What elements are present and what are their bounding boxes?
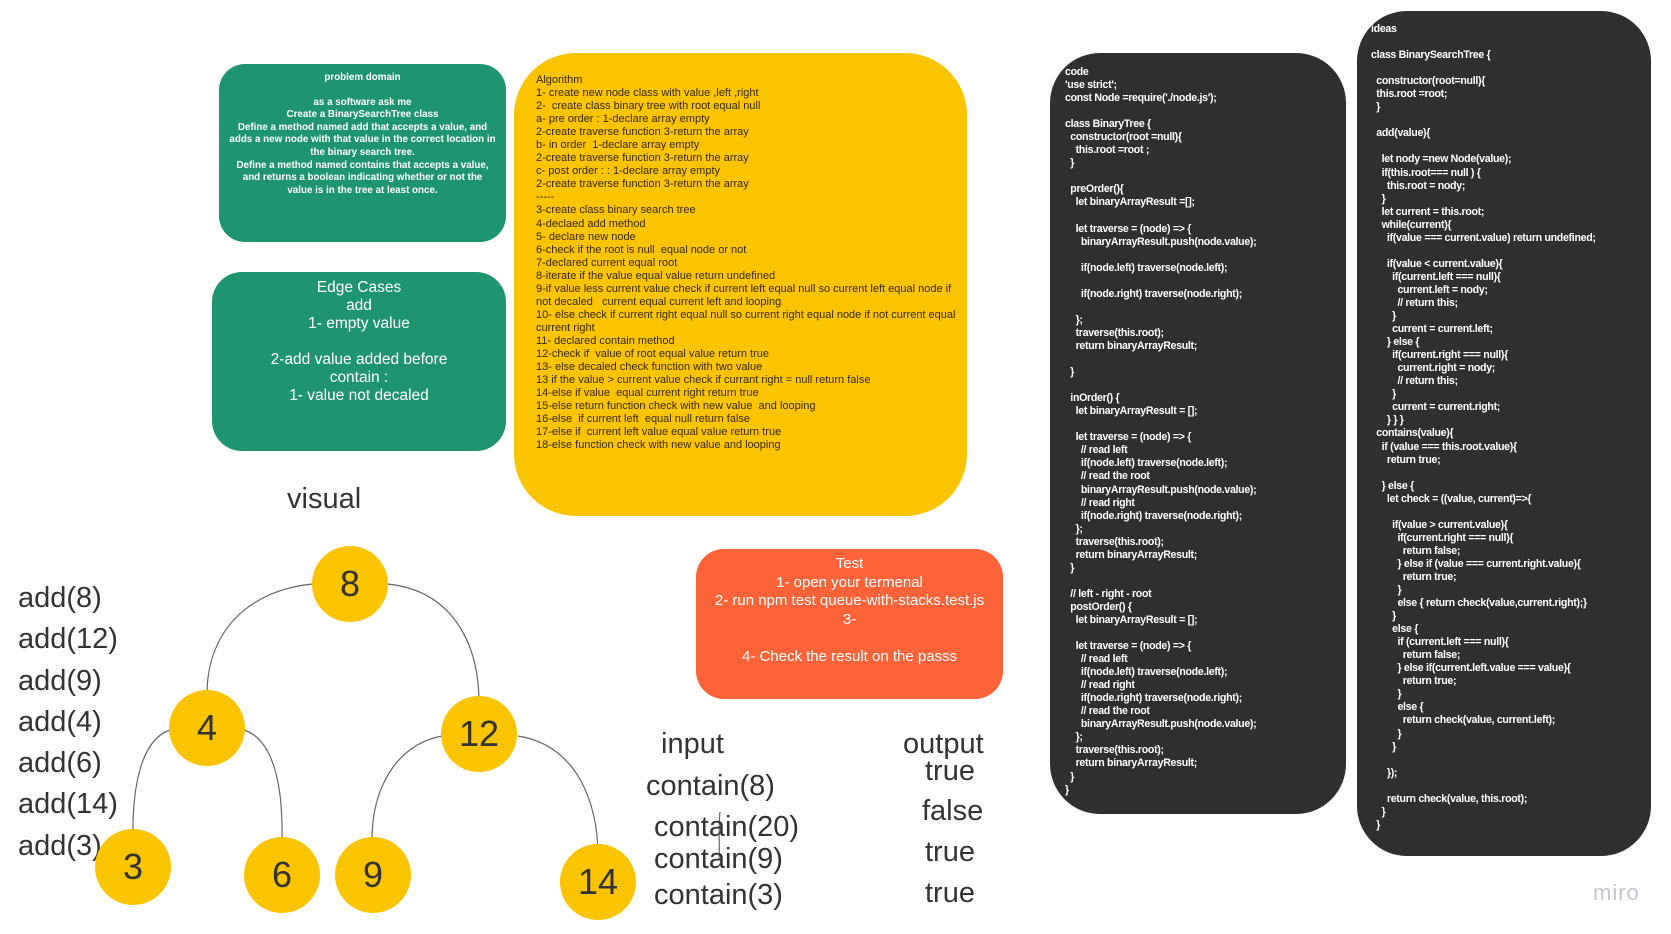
problem-domain-card: problem domain as a software ask me Crea… [219, 64, 506, 242]
tree-node-8: 8 [312, 546, 388, 622]
algorithm-text: Algorithm 1- create new node class with … [536, 74, 956, 452]
tree-node-14: 14 [560, 844, 636, 920]
edge-cases-text: Edge Cases add 1- empty value 2-add valu… [270, 279, 448, 404]
output-item: false [922, 795, 984, 827]
add-item: add(4) [18, 705, 102, 738]
input-item: contain(8) [646, 770, 775, 802]
tree-node-3: 3 [95, 829, 171, 905]
edge-4-6 [243, 729, 283, 841]
tree-node-9: 9 [335, 837, 411, 913]
input-item: contain(9) [654, 843, 783, 875]
add-sequence: add(8) add(12) add(9) add(4) add(6) add(… [18, 578, 118, 867]
code-card: code 'use strict'; const Node =require('… [1050, 53, 1346, 814]
algorithm-card: Algorithm 1- create new node class with … [514, 53, 967, 516]
output-item: true [925, 836, 975, 868]
code-text: code 'use strict'; const Node =require('… [1065, 66, 1257, 796]
cursor-line [718, 811, 721, 861]
add-item: add(14) [18, 788, 118, 821]
ideas-card: ideas class BinarySearchTree { construct… [1357, 11, 1651, 856]
test-text: Test 1- open your termenal 2- run npm te… [714, 555, 985, 665]
output-item: true [925, 755, 975, 787]
tree-node-4: 4 [169, 690, 245, 766]
tree-node-6: 6 [244, 837, 320, 913]
miro-logo: miro [1593, 880, 1640, 905]
add-item: add(9) [18, 664, 102, 697]
ideas-text: ideas class BinarySearchTree { construct… [1371, 23, 1596, 831]
input-label: input [661, 728, 724, 760]
add-item: add(3) [18, 829, 102, 862]
test-card: Test 1- open your termenal 2- run npm te… [696, 549, 1003, 699]
visual-title: visual [287, 483, 362, 515]
edge-cases-card: Edge Cases add 1- empty value 2-add valu… [212, 272, 506, 451]
add-item: add(6) [18, 747, 102, 780]
edge-12-9 [371, 735, 443, 841]
problem-domain-title: problem domain [324, 72, 401, 83]
input-item: contain(20) [654, 811, 800, 843]
output-item: true [925, 877, 975, 909]
tree-node-12: 12 [441, 696, 517, 772]
edge-12-14 [517, 735, 599, 861]
problem-domain-text: as a software ask me Create a BinarySear… [229, 96, 496, 196]
edge-8-4 [206, 583, 314, 701]
add-item: add(8) [18, 582, 102, 614]
edge-8-12 [386, 583, 480, 701]
edge-4-3 [132, 729, 171, 841]
output-label: output [903, 728, 984, 760]
input-item: contain(3) [654, 879, 783, 911]
add-item: add(12) [18, 623, 118, 656]
